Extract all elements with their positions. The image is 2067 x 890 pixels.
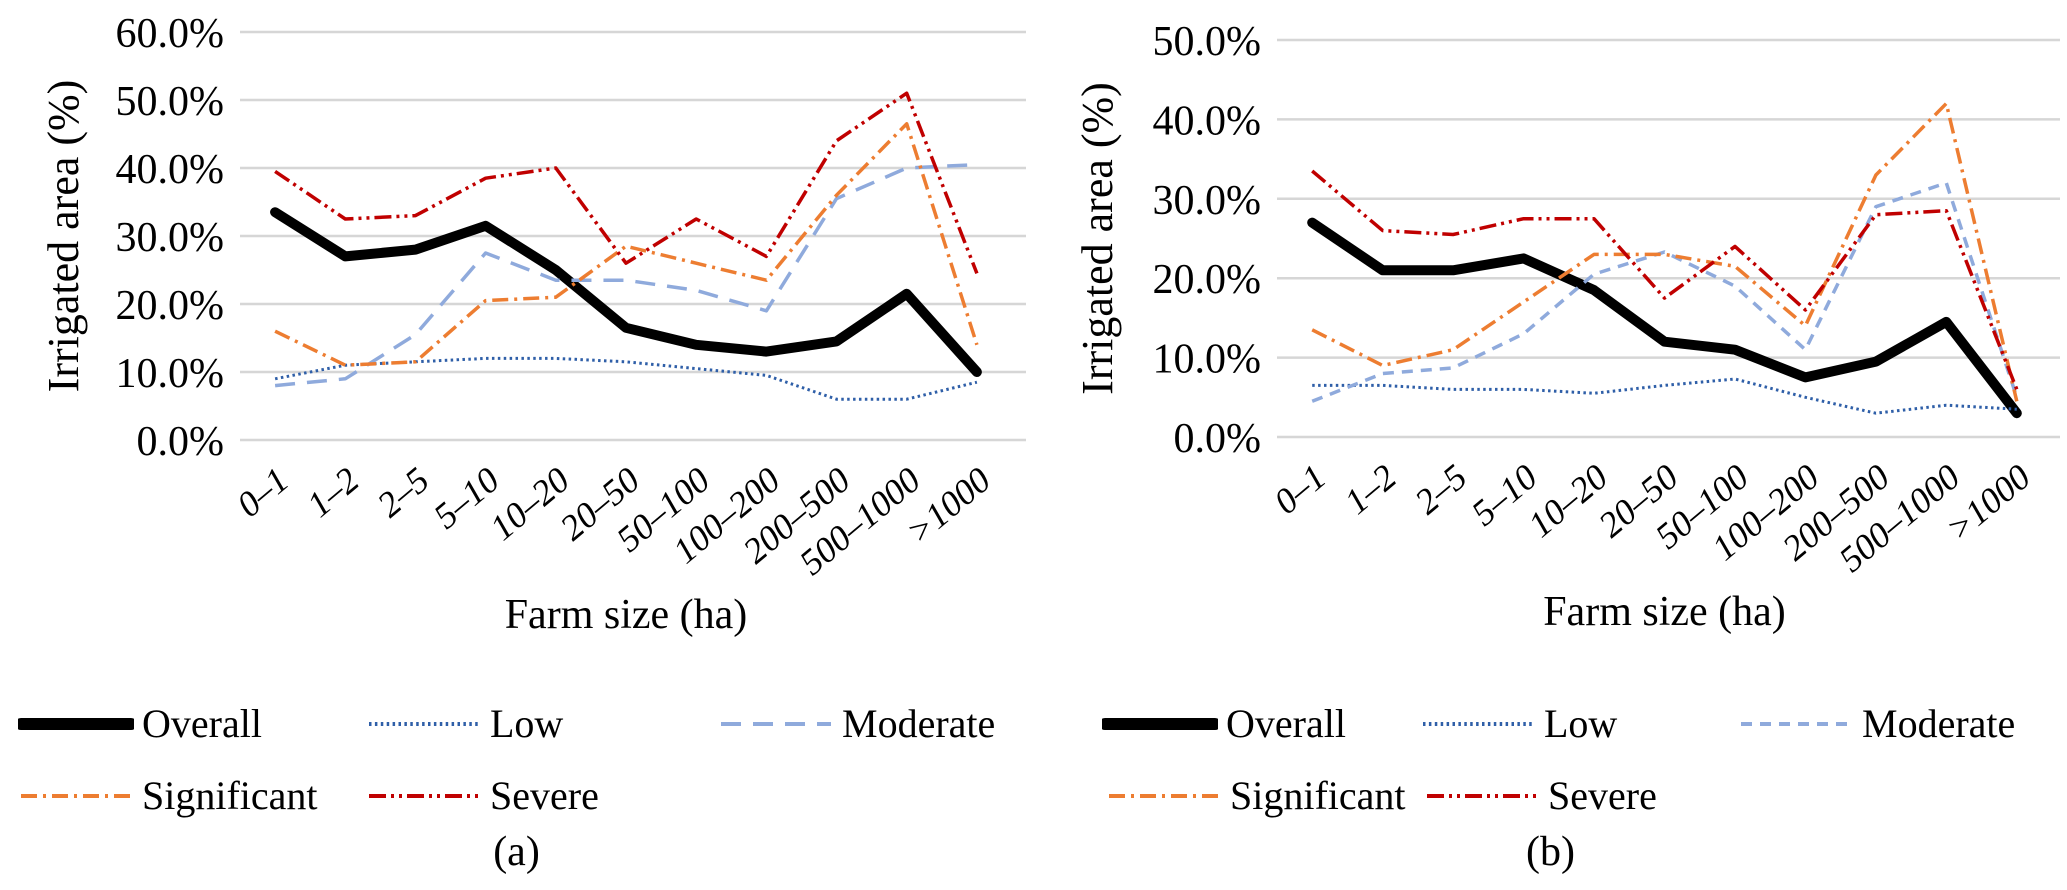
x-axis-title: Farm size (ha): [505, 592, 748, 638]
series-line-low: [1312, 377, 2017, 415]
legend-swatch-severe-icon: [366, 788, 482, 804]
y-tick-label: 50.0%: [1153, 19, 1262, 65]
series-line-severe: [274, 91, 979, 275]
legend-item-severe-b: Severe: [1424, 768, 1657, 824]
legend-item-moderate-b: Moderate: [1738, 696, 2015, 752]
y-tick-label: 40.0%: [116, 147, 225, 193]
legend-label-significant: Significant: [142, 773, 318, 818]
legend-item-low-b: Low: [1420, 696, 1617, 752]
series-line-significant: [274, 122, 979, 367]
chart-panel-b: 50.0% 40.0% 30.0% 20.0% 10.0% 0.0% Irrigated a…: [1034, 0, 2067, 890]
legend-label-moderate: Moderate: [1862, 701, 2016, 746]
line-chart-a: 60.0% 50.0% 40.0% 30.0% 20.0% 10.0% 0.0% Irriga…: [39, 11, 1026, 638]
x-tick-label: 2–5: [1407, 456, 1474, 521]
y-axis-title: Irrigated area (%): [1073, 82, 1122, 395]
legend-item-low-a: Low: [366, 696, 563, 752]
legend-item-moderate-a: Moderate: [718, 696, 995, 752]
y-tick-label: 0.0%: [1174, 416, 1262, 462]
x-tick-label: 10–20: [1521, 456, 1616, 544]
legend-b: Overall Low Moderate Significant Severe: [1034, 690, 2067, 835]
y-tick-label: 10.0%: [116, 351, 225, 397]
x-tick-label: 0–1: [229, 459, 296, 524]
legend-label-low: Low: [490, 701, 564, 746]
series-line-overall: [1307, 217, 2022, 419]
legend-label-significant: Significant: [1230, 773, 1406, 818]
caption-a: (a): [493, 829, 540, 875]
x-tick-label: 1–2: [1337, 456, 1404, 521]
x-tick-label: 1–2: [299, 459, 366, 524]
legend-label-overall: Overall: [1226, 701, 1346, 746]
y-tick-label: 30.0%: [116, 215, 225, 261]
legend-swatch-low-icon: [366, 716, 482, 732]
legend-a: Overall Low Moderate Significant Severe: [0, 690, 1033, 835]
y-tick-label: 10.0%: [1153, 337, 1262, 383]
x-tick-label: 0–1: [1266, 456, 1333, 521]
legend-label-severe: Severe: [490, 773, 599, 818]
legend-label-overall: Overall: [142, 701, 262, 746]
legend-label-severe: Severe: [1548, 773, 1657, 818]
legend-swatch-severe-icon: [1424, 788, 1540, 804]
legend-swatch-significant-icon: [1106, 788, 1222, 804]
y-axis-title: Irrigated area (%): [39, 80, 88, 393]
legend-swatch-overall-icon: [15, 716, 137, 732]
chart-panel-a: 60.0% 50.0% 40.0% 30.0% 20.0% 10.0% 0.0% Irriga…: [0, 0, 1033, 890]
legend-label-low: Low: [1544, 701, 1618, 746]
y-tick-label: 50.0%: [116, 79, 225, 125]
x-tick-label: 2–5: [370, 459, 437, 524]
y-tick-label: 0.0%: [137, 419, 225, 465]
y-tick-label: 30.0%: [1153, 178, 1262, 224]
x-tick-label: 10–20: [482, 459, 577, 547]
legend-swatch-significant-icon: [18, 788, 134, 804]
caption-b: (b): [1526, 829, 1575, 875]
legend-item-overall-b: Overall: [1099, 696, 1346, 752]
legend-label-moderate: Moderate: [842, 701, 996, 746]
legend-swatch-moderate-icon: [718, 716, 834, 732]
series-line-low: [274, 356, 978, 401]
series-line-severe: [1311, 169, 2019, 391]
legend-item-significant-b: Significant: [1106, 768, 1406, 824]
y-tick-label: 40.0%: [1153, 98, 1262, 144]
series-line-moderate: [1311, 181, 2019, 403]
y-tick-label: 60.0%: [116, 11, 225, 57]
line-chart-b: 50.0% 40.0% 30.0% 20.0% 10.0% 0.0% Irrigated a…: [1073, 19, 2060, 635]
series-line-overall: [270, 207, 982, 377]
y-tick-label: 20.0%: [116, 283, 225, 329]
legend-item-severe-a: Severe: [366, 768, 599, 824]
x-axis-title: Farm size (ha): [1543, 589, 1786, 635]
series-line-moderate: [274, 162, 977, 388]
legend-item-significant-a: Significant: [18, 768, 318, 824]
legend-swatch-overall-icon: [1099, 716, 1221, 732]
legend-swatch-moderate-icon: [1738, 716, 1854, 732]
y-tick-label: 20.0%: [1153, 257, 1262, 303]
legend-item-overall-a: Overall: [15, 696, 262, 752]
legend-swatch-low-icon: [1420, 716, 1536, 732]
series-line-significant: [1311, 101, 2019, 402]
